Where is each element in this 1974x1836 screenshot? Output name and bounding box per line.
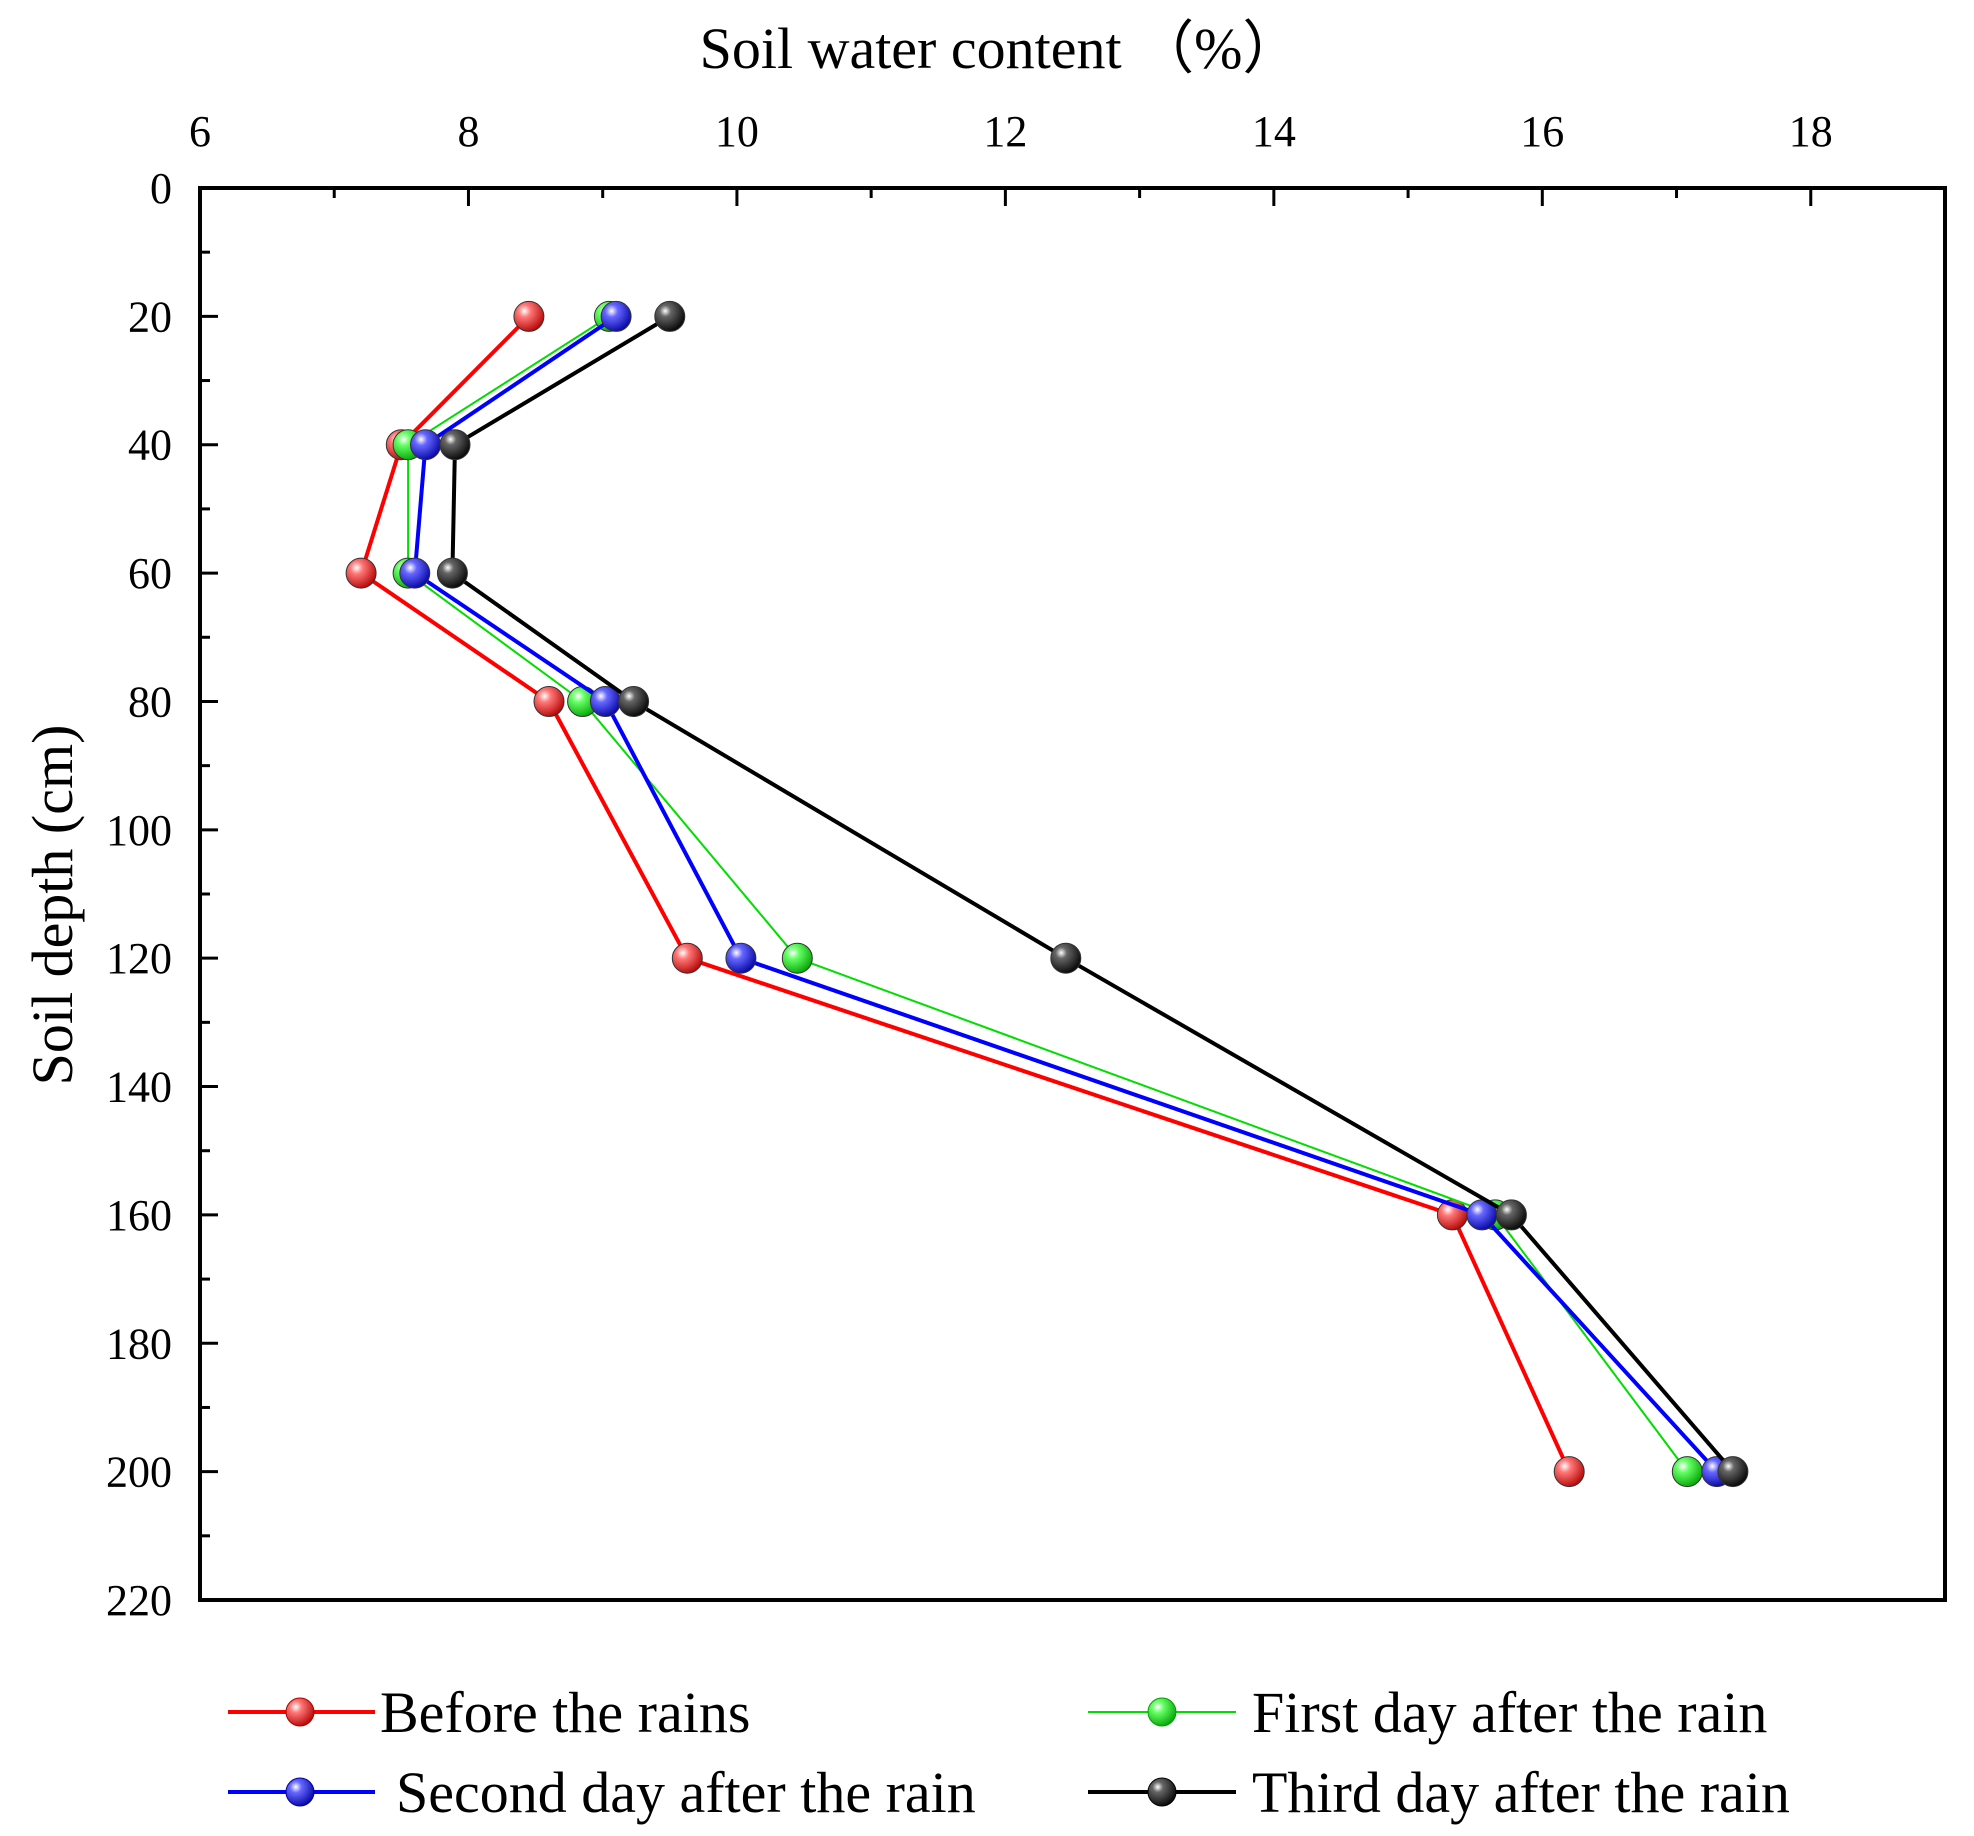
series-3 bbox=[399, 300, 1733, 1488]
legend-label-second-day: Second day after the rain bbox=[396, 1760, 976, 1825]
x-tick-label: 14 bbox=[1252, 107, 1296, 156]
series-1 bbox=[345, 300, 1585, 1488]
data-point bbox=[1553, 1456, 1585, 1488]
data-point bbox=[1671, 1456, 1703, 1488]
series-layer bbox=[345, 300, 1749, 1488]
x-tick-label: 8 bbox=[457, 107, 479, 156]
series-4 bbox=[436, 300, 1749, 1488]
series-line bbox=[359, 314, 1572, 1473]
y-tick-label: 220 bbox=[106, 1576, 172, 1625]
x-axis-tick-labels: 6 8 10 12 14 16 18 bbox=[189, 107, 1833, 156]
data-point bbox=[618, 686, 650, 717]
data-point bbox=[436, 557, 468, 589]
data-point bbox=[345, 557, 377, 589]
y-tick-label: 140 bbox=[106, 1063, 172, 1112]
y-tick-label: 60 bbox=[128, 549, 172, 598]
y-tick-label: 40 bbox=[128, 421, 172, 470]
y-tick-label: 160 bbox=[106, 1191, 172, 1240]
x-tick-label: 12 bbox=[983, 107, 1027, 156]
data-point bbox=[399, 557, 431, 589]
y-tick-label: 180 bbox=[106, 1319, 172, 1368]
legend: Before the rains First day after the rai… bbox=[228, 1680, 1790, 1825]
data-point bbox=[439, 429, 471, 461]
y-tick-label: 80 bbox=[128, 677, 172, 726]
data-point bbox=[513, 300, 545, 332]
data-point bbox=[725, 942, 757, 974]
y-tick-label: 20 bbox=[128, 292, 172, 341]
y-tick-label: 100 bbox=[106, 806, 172, 855]
legend-item-second-day: Second day after the rain bbox=[228, 1760, 976, 1825]
data-point bbox=[1717, 1456, 1749, 1488]
series-line bbox=[450, 314, 1735, 1473]
data-point bbox=[1495, 1199, 1527, 1231]
legend-label-first-day: First day after the rain bbox=[1252, 1680, 1767, 1745]
x-tick-label: 18 bbox=[1789, 107, 1833, 156]
series-2 bbox=[392, 300, 1703, 1488]
data-point bbox=[410, 429, 441, 461]
data-point bbox=[1050, 942, 1082, 974]
legend-label-third-day: Third day after the rain bbox=[1252, 1760, 1790, 1825]
data-point bbox=[600, 300, 632, 332]
y-axis-tick-labels: 0 20 40 60 80 100 120 140 160 180 200 220 bbox=[106, 164, 172, 1625]
x-tick-label: 6 bbox=[189, 107, 211, 156]
y-tick-label: 0 bbox=[150, 164, 172, 213]
series-line bbox=[407, 315, 1689, 1473]
x-axis-ticks bbox=[198, 188, 1947, 206]
legend-label-before-rains: Before the rains bbox=[380, 1680, 750, 1745]
data-point bbox=[671, 942, 703, 974]
y-axis-ticks bbox=[200, 186, 218, 1602]
x-tick-label: 10 bbox=[715, 107, 759, 156]
x-axis-title: Soil water content （%） bbox=[700, 16, 1301, 81]
y-tick-label: 200 bbox=[106, 1448, 172, 1497]
legend-item-third-day: Third day after the rain bbox=[1088, 1760, 1790, 1825]
data-point bbox=[654, 300, 686, 332]
y-tick-label: 120 bbox=[106, 934, 172, 983]
series-line bbox=[412, 314, 1719, 1473]
x-tick-label: 16 bbox=[1520, 107, 1564, 156]
data-point bbox=[533, 686, 565, 717]
plot-frame bbox=[198, 186, 1947, 1602]
legend-item-before-rains: Before the rains bbox=[228, 1680, 750, 1745]
data-point bbox=[781, 942, 813, 974]
legend-item-first-day: First day after the rain bbox=[1088, 1680, 1767, 1745]
y-axis-title: Soil depth (cm) bbox=[20, 725, 85, 1086]
